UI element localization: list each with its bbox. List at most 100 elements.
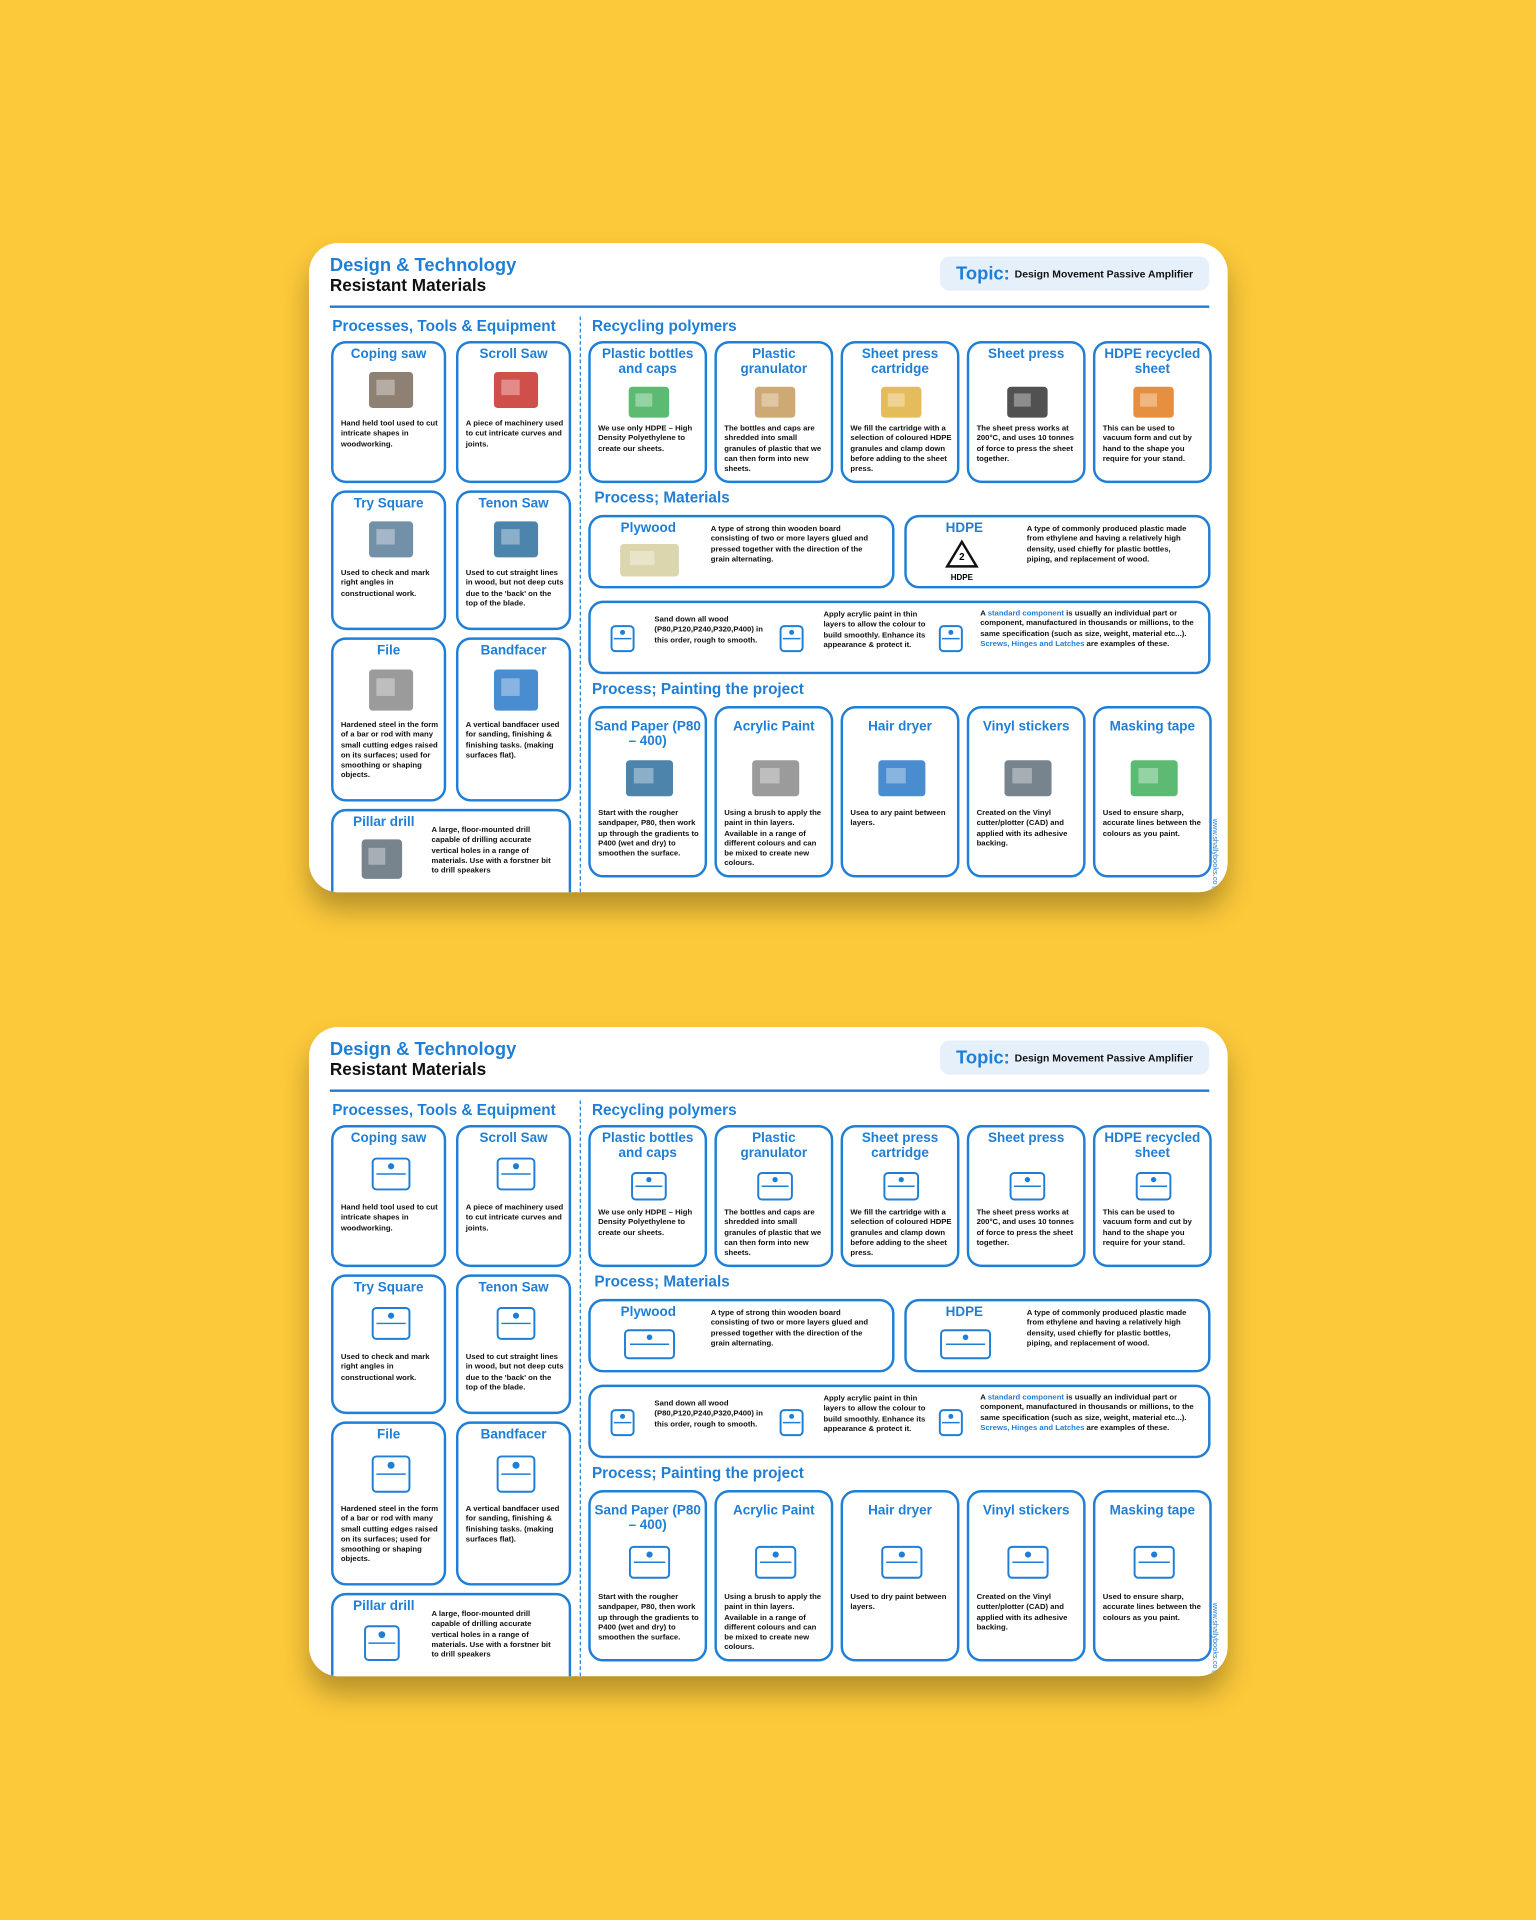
topic-label: Topic:: [956, 1047, 1010, 1069]
tips-tile: Sand down all wood (P80,P120,P240,P320,P…: [588, 1384, 1211, 1459]
icon: [354, 1445, 427, 1504]
tile-title: HDPE: [945, 521, 984, 536]
tile-text: A vertical bandfacer used for sanding, f…: [465, 720, 560, 760]
tool-tile: Bandfacer A vertical bandfacer used for s…: [455, 637, 572, 802]
tool-tile: File Hardened steel in the form of a bar …: [331, 1421, 447, 1586]
photo: [493, 521, 539, 558]
tile-title: Plastic granulator: [740, 1131, 808, 1161]
icon: [354, 514, 427, 565]
subject: Design & Technology: [329, 1039, 517, 1061]
tile-title: Plastic bottles and caps: [601, 347, 694, 377]
tool-tile: Tenon Saw Used to cut straight lines in w…: [455, 1274, 572, 1415]
photo: [752, 760, 800, 797]
line-icon: [1007, 1545, 1049, 1579]
line-icon: [883, 1172, 920, 1201]
line-icon: [371, 1307, 411, 1340]
section-heading: Process; Materials: [594, 489, 730, 507]
recycle-triangle: [945, 539, 979, 568]
icon: [868, 1164, 935, 1208]
tip-text: A standard component is usually an indiv…: [980, 609, 1196, 650]
line-icon: [631, 1172, 667, 1201]
section-heading: Process; Painting the project: [591, 680, 804, 698]
line-icon: [496, 1455, 536, 1493]
topic-box: Topic: Design Movement Passive Amplifier: [939, 1040, 1210, 1075]
card: Design & Technology Resistant Materials To…: [309, 1027, 1228, 1677]
section-heading: Processes, Tools & Equipment: [332, 1101, 556, 1119]
tile-text: Used to ensure sharp, accurate lines bet…: [1102, 808, 1201, 838]
tip-text: Apply acrylic paint in thin layers to al…: [823, 610, 926, 650]
tile-text: A type of strong thin wooden board consi…: [710, 524, 869, 564]
tip-text: Apply acrylic paint in thin layers to al…: [823, 1394, 926, 1434]
topic-box: Topic: Design Movement Passive Amplifier: [939, 256, 1210, 291]
photo: [493, 371, 539, 408]
icon: [479, 1445, 552, 1504]
tile-text: Start with the rougher sandpaper, P80, t…: [598, 808, 699, 859]
icon: [989, 1537, 1067, 1588]
icon: [601, 1402, 645, 1444]
course: Resistant Materials: [329, 1058, 487, 1079]
symbol-label: HDPE: [950, 573, 973, 583]
tile-title: Try Square: [353, 1280, 424, 1296]
icon: [917, 1321, 1015, 1368]
line-icon: [757, 1172, 793, 1201]
tile-title: Sheet press cartridge: [861, 1131, 939, 1161]
section-heading: Process; Materials: [594, 1273, 730, 1291]
material-tile: HDPE A type of commonly produced plastic …: [904, 1298, 1211, 1373]
paint-tile: Acrylic Paint Using a brush to apply the …: [714, 706, 834, 878]
photo: [626, 760, 674, 797]
tile-text: Used to dry paint between layers.: [850, 1592, 947, 1612]
topic-label: Topic:: [956, 263, 1010, 285]
tile-title: Sheet press: [987, 1131, 1065, 1146]
photo: [361, 839, 403, 879]
tip-text: Sand down all wood (P80,P120,P240,P320,P…: [654, 615, 763, 645]
tile-text: Created on the Vinyl cutter/plotter (CAD…: [976, 1592, 1068, 1632]
tile-title: Bandfacer: [480, 1427, 547, 1443]
tile-title: Acrylic Paint: [733, 1503, 815, 1519]
line-icon: [496, 1157, 536, 1191]
photo: [369, 521, 414, 558]
paint-tile: Vinyl stickers Created on the Vinyl cutte…: [966, 706, 1086, 878]
recycle-tile: Sheet press The sheet press works at 200°…: [966, 340, 1086, 484]
tile-text: A type of commonly produced plastic made…: [1026, 524, 1187, 564]
section-heading: Processes, Tools & Equipment: [332, 317, 556, 335]
tile-text: We use only HDPE – High Density Polyethy…: [598, 1208, 693, 1238]
icon: [770, 1402, 814, 1444]
icon: [479, 364, 552, 415]
tile-title: Plywood: [620, 521, 676, 536]
topic: Design Movement Passive Amplifier: [1014, 1051, 1194, 1064]
paint-tile: Sand Paper (P80 – 400) Start with the rou…: [588, 1490, 708, 1662]
icon: [1120, 380, 1187, 424]
tip-text: Sand down all wood (P80,P120,P240,P320,P…: [654, 1399, 763, 1429]
recycle-tile: Sheet press The sheet press works at 200°…: [966, 1124, 1086, 1268]
tile-text: A large, floor-mounted drill capable of …: [431, 826, 551, 876]
icon: [736, 753, 814, 804]
photo: [628, 386, 670, 418]
paint-tile: Hair dryer Used to dry paint between laye…: [840, 1490, 960, 1662]
tile-text: The bottles and caps are shredded into s…: [724, 1208, 822, 1258]
tile-title: HDPE: [945, 1305, 984, 1320]
paint-tile: Hair dryer Usea to ary paint between laye…: [840, 706, 960, 878]
tile-text: Using a brush to apply the paint in thin…: [724, 808, 822, 869]
tile-text: The sheet press works at 200°C, and uses…: [976, 424, 1074, 464]
tool-tile: Try Square Used to check and mark right a…: [331, 1274, 447, 1415]
tip-part: A: [980, 609, 988, 618]
line-icon: [496, 1307, 536, 1340]
line-icon: [371, 1455, 411, 1493]
tool-tile: Coping saw Hand held tool used to cut int…: [331, 1124, 447, 1268]
tile-text: The sheet press works at 200°C, and uses…: [976, 1208, 1074, 1248]
tile-title: Hair dryer: [868, 719, 932, 735]
column-divider: [579, 1100, 581, 1677]
footer: www.shallybooks.co © 202: [1210, 818, 1218, 893]
line-icon: [364, 1625, 400, 1662]
tip-part: are examples of these.: [1084, 1423, 1170, 1433]
tip-part: standard component: [987, 1393, 1064, 1402]
material-tile: Plywood A type of strong thin wooden boar…: [588, 514, 895, 589]
paint-tile: Acrylic Paint Using a brush to apply the …: [714, 1490, 834, 1662]
tile-text: Hand held tool used to cut intricate sha…: [340, 1203, 438, 1233]
tile-text: Used to check and mark right angles in c…: [340, 568, 430, 598]
tool-tile: Try Square Used to check and mark right a…: [331, 490, 447, 631]
tip-part: Screws, Hinges and Latches: [980, 639, 1085, 649]
recycle-tile: Plastic bottles and caps We use only HDPE…: [588, 340, 708, 484]
icon: [479, 1148, 552, 1199]
